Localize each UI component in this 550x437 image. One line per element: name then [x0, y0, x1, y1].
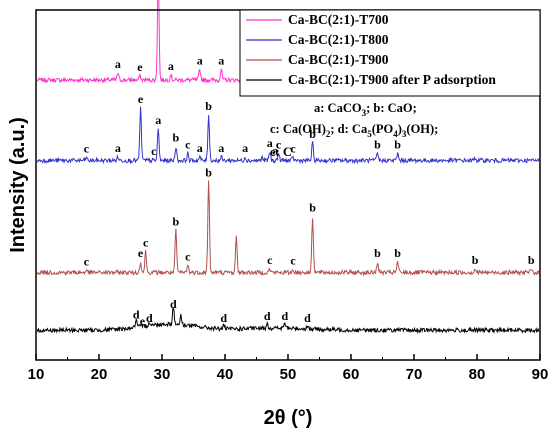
peak-label: b [173, 215, 180, 229]
peak-label: c [84, 142, 90, 156]
peak-label: a [272, 144, 278, 158]
peak-label: c [185, 138, 191, 152]
x-tick-label: 60 [343, 366, 360, 383]
series-line [36, 106, 540, 165]
peak-label: d [133, 307, 140, 321]
peak-label: b [528, 253, 535, 267]
peak-label: b [309, 127, 316, 141]
peak-label: e [137, 60, 143, 74]
peak-label: c [267, 253, 273, 267]
peak-label: a [197, 54, 203, 68]
peak-label: c [84, 254, 90, 268]
peak-label: c [290, 142, 296, 156]
peak-label: e [138, 246, 144, 260]
peak-label: d [304, 311, 311, 325]
peak-label: d [264, 309, 271, 323]
peak-label: a [267, 136, 273, 150]
x-tick-label: 20 [91, 366, 108, 383]
annotation-line: c: Ca(OH)2; d: Ca5(PO4)3(OH); [270, 122, 438, 139]
peak-label: c [290, 254, 296, 268]
peak-label: c [276, 138, 282, 152]
x-tick-label: 70 [406, 366, 423, 383]
peak-label: c [143, 236, 149, 250]
peak-label: b [472, 253, 479, 267]
peak-label: b [374, 246, 381, 260]
peak-label: d [170, 297, 177, 311]
legend-label: Ca-BC(2:1)-T700 [288, 12, 389, 27]
peak-label: d [282, 309, 289, 323]
series-line [36, 307, 540, 335]
peak-label: b [173, 131, 180, 145]
peak-label: c [151, 144, 157, 158]
peak-label: a [218, 54, 224, 68]
peak-label: a [155, 113, 161, 127]
x-tick-label: 40 [217, 366, 234, 383]
peak-label: c [185, 250, 191, 264]
series-line [36, 180, 540, 277]
peak-label: e [140, 314, 146, 328]
peak-label-layer: aeaaaaaaaaaaaacaecabcabaaaaccbbbcecbcbcc… [84, 40, 535, 329]
peak-label: a [197, 141, 203, 155]
x-axis: 10 20 30 40 50 60 70 80 90 [28, 354, 549, 383]
legend-label: Ca-BC(2:1)-T900 [288, 52, 389, 67]
x-tick-label: 30 [154, 366, 171, 383]
peak-label: a [115, 141, 121, 155]
annotation-line: a: CaCO3; b: CaO; [314, 101, 417, 118]
peak-label: b [394, 246, 401, 260]
peak-label: b [374, 138, 381, 152]
peak-label: a [168, 59, 174, 73]
peak-label: d [220, 311, 227, 325]
phase-annotation: a: CaCO3; b: CaO; c: Ca(OH)2; d: Ca5(PO4)… [270, 101, 438, 159]
peak-label: d [146, 311, 153, 325]
legend-box [239, 9, 541, 97]
x-tick-label: 90 [532, 366, 549, 383]
peak-label: e [138, 92, 144, 106]
legend: Ca-BC(2:1)-T700 Ca-BC(2:1)-T800 Ca-BC(2:1)… [239, 9, 541, 97]
y-axis-title: Intensity (a.u.) [7, 117, 29, 253]
peak-label: b [205, 99, 212, 113]
legend-label: Ca-BC(2:1)-T800 [288, 32, 389, 47]
x-tick-label: 80 [469, 366, 486, 383]
legend-label: Ca-BC(2:1)-T900 after P adsorption [288, 72, 496, 87]
peak-label: a [115, 57, 121, 71]
peak-label: b [205, 166, 212, 180]
x-tick-label: 50 [280, 366, 297, 383]
x-axis-title: 2θ (°) [264, 407, 313, 429]
peak-label: b [309, 201, 316, 215]
peak-label: a [242, 141, 248, 155]
peak-label: b [394, 138, 401, 152]
peak-label: a [218, 141, 224, 155]
x-tick-label: 10 [28, 366, 45, 383]
annotation-line: e: C [270, 145, 292, 159]
